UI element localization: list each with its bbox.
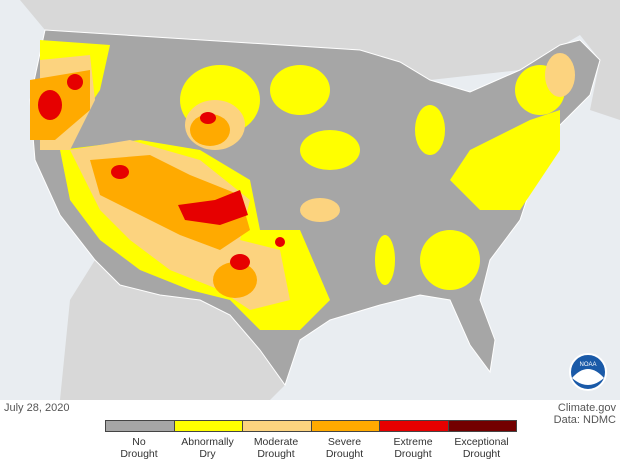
dry-area — [270, 65, 330, 115]
extreme-area — [275, 237, 285, 247]
extreme-area — [178, 190, 248, 225]
legend-swatch — [105, 420, 175, 432]
legend-swatch — [173, 420, 243, 432]
legend-label: Exceptional Drought — [454, 436, 509, 460]
dry-area — [420, 230, 480, 290]
dry-area — [415, 105, 445, 155]
severe-area — [90, 155, 250, 250]
moderate-area — [300, 198, 340, 222]
date: July 28, 2020 — [4, 402, 70, 414]
legend-swatch — [242, 420, 312, 432]
data-credit: Data: NDMC — [553, 414, 616, 426]
moderate-area — [545, 53, 575, 97]
dry-area — [450, 110, 560, 210]
legend-label: Abnormally Dry — [181, 436, 234, 460]
extreme-area — [111, 165, 129, 179]
legend-swatch — [447, 420, 517, 432]
extreme-area — [38, 90, 62, 120]
logo-wave — [572, 369, 604, 385]
noaa-logo: NOAA — [569, 353, 607, 391]
extreme-area — [67, 74, 83, 90]
severe-area — [190, 114, 230, 146]
logo-text: NOAA — [579, 362, 596, 368]
legend-swatch — [379, 420, 449, 432]
severe-area — [213, 262, 257, 298]
canada — [20, 0, 620, 120]
legend-label: Severe Drought — [325, 436, 364, 460]
legend-label: Moderate Drought — [253, 436, 299, 460]
source: Climate.gov — [557, 402, 616, 414]
legend-label: No Drought — [120, 436, 158, 460]
extreme-area — [200, 112, 216, 124]
mexico — [60, 260, 285, 400]
extreme-area — [230, 254, 250, 270]
dry-area — [300, 130, 360, 170]
legend-label: Extreme Drought — [393, 436, 433, 460]
dry-area — [375, 235, 395, 285]
map: NOAA — [0, 0, 620, 400]
extreme-drought-areas — [38, 74, 285, 270]
legend-swatch — [310, 420, 380, 432]
